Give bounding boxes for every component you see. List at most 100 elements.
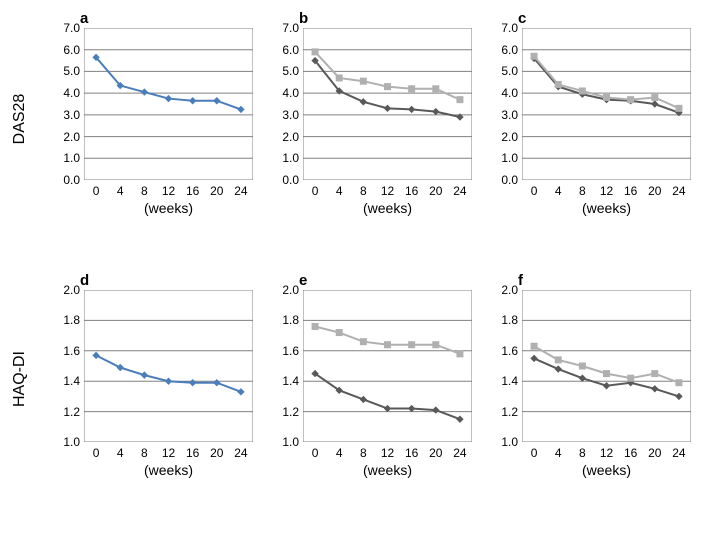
series-line: [534, 346, 679, 382]
series-marker: [214, 380, 220, 386]
xtick-label: 4: [329, 184, 349, 198]
panel-e: e1.01.21.41.61.82.004812162024(weeks): [271, 272, 476, 472]
xtick-label: 12: [378, 446, 398, 460]
xtick-label: 12: [159, 446, 179, 460]
xtick-label: 4: [110, 446, 130, 460]
ytick-label: 1.2: [501, 405, 518, 419]
series-marker: [409, 106, 415, 112]
series-marker: [457, 416, 463, 422]
xtick-label: 24: [450, 184, 470, 198]
ytick-label: 5.0: [63, 64, 80, 78]
xtick-label: 4: [329, 446, 349, 460]
xtick-label: 0: [305, 446, 325, 460]
xtick-label: 20: [207, 184, 227, 198]
xtick-label: 12: [597, 184, 617, 198]
panel-d: d1.01.21.41.61.82.004812162024(weeks): [52, 272, 257, 472]
series-marker: [531, 343, 537, 349]
series-marker: [676, 393, 682, 399]
ytick-label: 1.0: [282, 151, 299, 165]
xtick-label: 8: [572, 184, 592, 198]
xtick-label: 16: [402, 446, 422, 460]
ytick-label: 3.0: [63, 108, 80, 122]
series-marker: [360, 339, 366, 345]
xtick-label: 4: [548, 184, 568, 198]
ytick-label: 3.0: [501, 108, 518, 122]
ytick-label: 2.0: [63, 130, 80, 144]
ytick-label: 2.0: [501, 130, 518, 144]
xtick-label: 24: [231, 184, 251, 198]
ytick-label: 1.6: [282, 344, 299, 358]
ytick-label: 1.0: [501, 435, 518, 449]
xtick-label: 20: [207, 446, 227, 460]
xtick-label: 8: [353, 184, 373, 198]
series-marker: [652, 371, 658, 377]
ytick-label: 5.0: [501, 64, 518, 78]
plot-border: [522, 28, 691, 180]
ytick-label: 7.0: [501, 21, 518, 35]
plot-c: [522, 28, 691, 180]
series-marker: [312, 49, 318, 55]
ytick-label: 1.4: [282, 374, 299, 388]
ytick-label: 2.0: [282, 130, 299, 144]
series-marker: [457, 351, 463, 357]
ytick-label: 6.0: [501, 43, 518, 57]
series-marker: [579, 375, 585, 381]
series-marker: [676, 105, 682, 111]
xtick-label: 8: [572, 446, 592, 460]
xtick-label: 24: [450, 446, 470, 460]
ytick-label: 4.0: [501, 86, 518, 100]
xtick-label: 8: [134, 446, 154, 460]
panel-b: b0.01.02.03.04.05.06.07.004812162024(wee…: [271, 10, 476, 210]
series-marker: [238, 106, 244, 112]
plot-f: [522, 290, 691, 442]
series-marker: [579, 88, 585, 94]
ylabel-row1: HAQ-DI: [11, 349, 29, 409]
xlabel: (weeks): [84, 200, 253, 216]
series-marker: [190, 98, 196, 104]
panel-label-e: e: [299, 272, 307, 289]
plot-border: [522, 290, 691, 442]
series-marker: [555, 81, 561, 87]
xtick-label: 12: [378, 184, 398, 198]
series-marker: [141, 89, 147, 95]
xtick-label: 4: [110, 184, 130, 198]
panel-label-c: c: [518, 10, 526, 27]
series-marker: [604, 371, 610, 377]
ytick-label: 4.0: [63, 86, 80, 100]
xtick-label: 0: [524, 184, 544, 198]
ytick-label: 1.8: [63, 313, 80, 327]
plot-border: [303, 290, 472, 442]
xtick-label: 0: [524, 446, 544, 460]
ytick-label: 1.8: [282, 313, 299, 327]
ytick-label: 2.0: [63, 283, 80, 297]
xtick-label: 16: [183, 446, 203, 460]
ytick-label: 2.0: [501, 283, 518, 297]
xtick-label: 20: [426, 446, 446, 460]
series-line: [534, 358, 679, 396]
series-marker: [360, 99, 366, 105]
panel-label-d: d: [80, 272, 89, 289]
ytick-label: 1.4: [63, 374, 80, 388]
ytick-label: 0.0: [501, 173, 518, 187]
series-marker: [676, 380, 682, 386]
plot-d: [84, 290, 253, 442]
xtick-label: 24: [231, 446, 251, 460]
xtick-label: 24: [669, 184, 689, 198]
xtick-label: 16: [183, 184, 203, 198]
plot-a: [84, 28, 253, 180]
xtick-label: 0: [86, 446, 106, 460]
plot-b: [303, 28, 472, 180]
xtick-label: 4: [548, 446, 568, 460]
xlabel: (weeks): [84, 462, 253, 478]
series-marker: [409, 86, 415, 92]
series-marker: [433, 86, 439, 92]
series-marker: [312, 323, 318, 329]
series-marker: [166, 378, 172, 384]
ytick-label: 0.0: [63, 173, 80, 187]
series-marker: [385, 406, 391, 412]
series-marker: [628, 375, 634, 381]
series-marker: [555, 357, 561, 363]
ytick-label: 6.0: [282, 43, 299, 57]
xtick-label: 20: [645, 446, 665, 460]
series-marker: [409, 406, 415, 412]
